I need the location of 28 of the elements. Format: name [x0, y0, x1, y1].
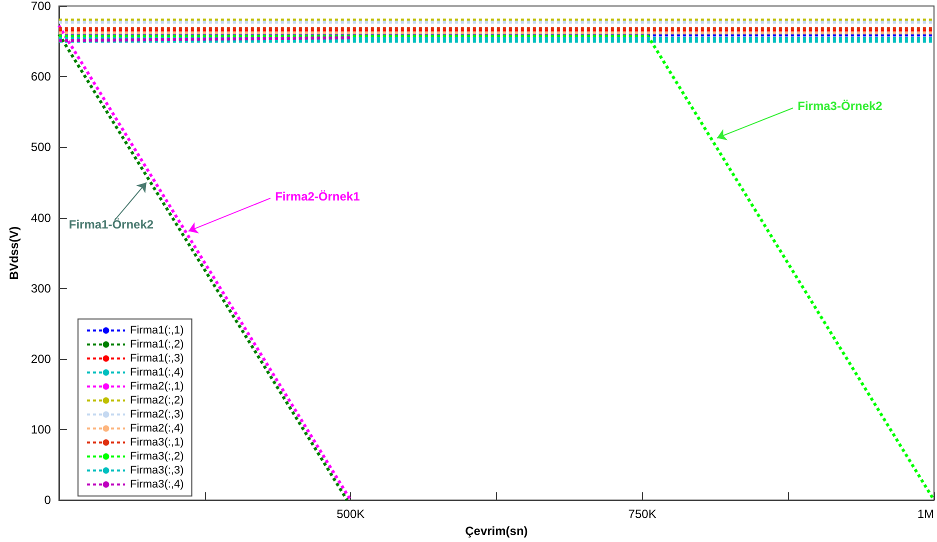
y-tick-label: 200: [30, 352, 52, 366]
y-tick-label: 700: [30, 0, 52, 13]
legend-label: Firma2(:,3): [130, 408, 184, 420]
y-tick-label: 300: [30, 281, 52, 296]
x-axis-title: Çevrim(sn): [465, 524, 528, 538]
y-tick-label: 100: [30, 422, 52, 437]
legend-label: Firma3(:,4): [130, 478, 184, 490]
annotation: Firma3-Örnek2: [798, 99, 883, 114]
legend-label: Firma1(:,4): [130, 366, 184, 378]
annotation: Firma1-Örnek2: [68, 217, 154, 232]
annotation: Firma2-Örnek1: [275, 189, 360, 204]
legend-label: Firma3(:,2): [130, 450, 184, 462]
x-tick-label: 750K: [628, 507, 656, 522]
legend-label: Firma2(:,1): [130, 380, 184, 392]
legend-label: Firma1(:,1): [130, 324, 184, 336]
y-tick-label: 600: [30, 70, 52, 84]
y-axis-title: BVdss(V): [7, 226, 21, 280]
x-tick-label: 500K: [336, 507, 365, 522]
legend-label: Firma2(:,2): [130, 394, 184, 406]
x-tick-label: 1M: [917, 507, 934, 522]
y-tick-label: 0: [44, 493, 52, 508]
legend-label: Firma1(:,3): [130, 352, 184, 364]
y-tick-label: 500: [30, 140, 52, 154]
legend-label: Firma2(:,4): [130, 422, 184, 434]
legend-label: Firma3(:,1): [130, 436, 184, 448]
legend-label: Firma1(:,2): [130, 338, 184, 350]
y-tick-label: 400: [30, 210, 52, 225]
legend-label: Firma3(:,3): [130, 464, 184, 476]
